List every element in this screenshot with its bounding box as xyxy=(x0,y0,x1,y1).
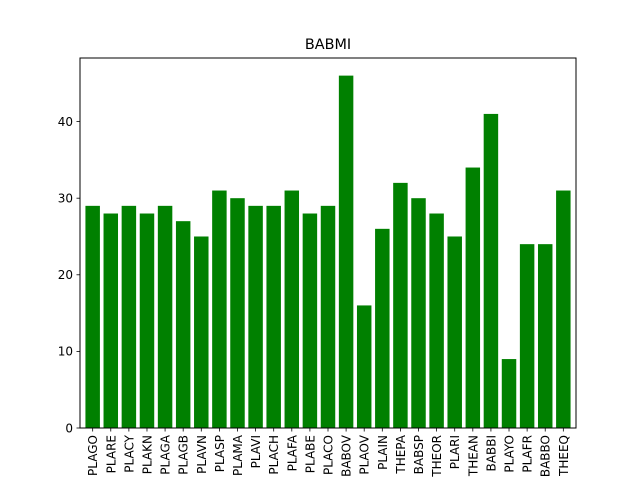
bar-plaov xyxy=(356,305,372,428)
bars-group xyxy=(85,75,571,429)
y-axis: 0 10 20 30 40 xyxy=(58,115,80,435)
x-tick-label-thepa: THEPA xyxy=(394,434,408,474)
bar-thean xyxy=(465,167,481,429)
bar-plafa xyxy=(284,190,300,428)
x-tick-label-plagb: PLAGB xyxy=(177,435,191,475)
x-tick-label-thean: THEAN xyxy=(466,435,480,477)
bar-plari xyxy=(447,236,462,428)
x-tick-label-plach: PLACH xyxy=(267,435,281,475)
bar-plavn xyxy=(194,236,209,428)
x-tick-label-plafa: PLAFA xyxy=(285,434,299,471)
bar-babbi xyxy=(483,113,499,429)
bar-theeq xyxy=(556,190,571,428)
bar-babsp xyxy=(411,198,426,428)
bar-plafr xyxy=(519,244,535,428)
x-tick-label-babbo: BABBO xyxy=(539,435,553,477)
bar-plasp xyxy=(212,190,227,428)
y-tick-label: 40 xyxy=(58,115,73,129)
x-axis: PLAGO PLARE PLACY PLAKN PLAGA PLAGB PLAVN PLASP… xyxy=(86,428,571,478)
x-tick-label-plaga: PLAGA xyxy=(159,434,173,474)
bar-babov xyxy=(338,75,354,429)
plot-frame xyxy=(79,57,577,429)
x-tick-label-placo: PLACO xyxy=(322,435,336,475)
bar-plain xyxy=(375,228,390,428)
x-tick-label-plama: PLAMA xyxy=(231,434,245,476)
x-tick-label-plain: PLAIN xyxy=(376,435,390,470)
bar-plaga xyxy=(157,205,173,428)
x-tick-label-theeq: THEEQ xyxy=(557,435,571,477)
x-tick-label-plakn: PLAKN xyxy=(140,435,154,474)
bar-placo xyxy=(320,205,336,428)
bar-plakn xyxy=(139,213,155,428)
x-tick-label-babsp: BABSP xyxy=(412,435,426,474)
x-tick-label-plavi: PLAVI xyxy=(249,435,263,468)
x-tick-label-plabe: PLABE xyxy=(303,435,317,473)
x-tick-label-plaov: PLAOV xyxy=(358,434,372,474)
bar-plago xyxy=(85,205,100,428)
chart-title: BABMI xyxy=(305,37,351,53)
y-tick-label: 0 xyxy=(65,421,73,435)
x-tick-label-placy: PLACY xyxy=(122,434,136,472)
bar-theor xyxy=(429,213,444,428)
bar-plabe xyxy=(302,213,318,428)
bar-placy xyxy=(121,205,137,428)
y-tick-label: 10 xyxy=(58,345,73,359)
bar-plama xyxy=(230,198,245,428)
bar-plavi xyxy=(248,205,263,428)
x-tick-label-plago: PLAGO xyxy=(86,435,100,476)
bar-playo xyxy=(501,359,517,428)
x-tick-label-babbi: BABBI xyxy=(484,435,498,471)
x-tick-label-babov: BABOV xyxy=(340,434,354,477)
x-tick-label-plare: PLARE xyxy=(104,435,118,473)
bar-plagb xyxy=(175,221,191,428)
y-tick-label: 30 xyxy=(58,191,73,205)
x-tick-label-plafr: PLAFR xyxy=(521,435,535,473)
y-tick-label: 20 xyxy=(58,268,73,282)
bar-babbo xyxy=(537,244,553,428)
x-tick-label-plasp: PLASP xyxy=(213,435,227,472)
x-tick-label-theor: THEOR xyxy=(430,435,444,478)
x-tick-label-plari: PLARI xyxy=(448,435,462,469)
bar-plach xyxy=(266,205,281,428)
bar-thepa xyxy=(393,182,408,428)
bar-plare xyxy=(103,213,119,428)
x-tick-label-playo: PLAYO xyxy=(503,435,517,473)
x-tick-label-plavn: PLAVN xyxy=(195,435,209,474)
